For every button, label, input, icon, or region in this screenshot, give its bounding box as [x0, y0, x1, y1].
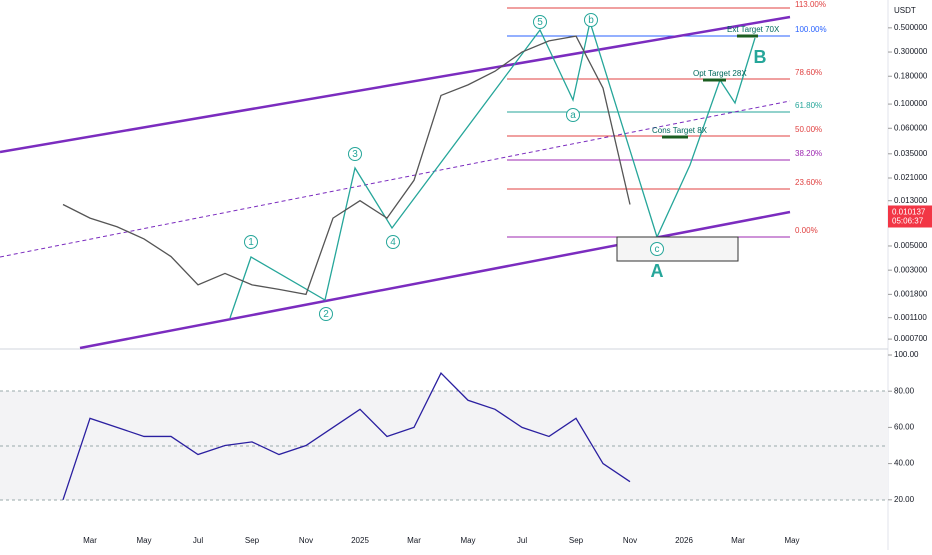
y-tick-label: 0.000700	[894, 334, 928, 343]
x-tick-label: Jul	[517, 536, 527, 545]
y-tick-label: 0.100000	[894, 99, 928, 108]
y-tick-label: 80.00	[894, 386, 915, 395]
wave-label: 1	[248, 237, 254, 248]
y-tick-label: 20.00	[894, 495, 915, 504]
y-tick-label: 0.300000	[894, 47, 928, 56]
y-tick-label: 0.180000	[894, 71, 928, 80]
wave-circle	[566, 108, 580, 122]
fib-label: 38.20%	[795, 149, 822, 158]
y-tick-label: 0.001800	[894, 289, 928, 298]
wave-circle	[584, 13, 598, 27]
y-tick-label: 0.003000	[894, 265, 928, 274]
fib-label: 0.00%	[795, 226, 818, 235]
wave-circle	[533, 15, 547, 29]
x-tick-label: Sep	[245, 536, 260, 545]
channel	[0, 15, 791, 350]
fib-label: 61.80%	[795, 101, 822, 110]
x-tick-label: Jul	[193, 536, 203, 545]
rsi-guides	[0, 390, 888, 501]
wave-label: a	[570, 110, 576, 121]
wave-label: 2	[323, 309, 329, 320]
x-tick-label: 2025	[351, 536, 369, 545]
target-label: Ext Target 70X	[727, 25, 780, 34]
wave-label: 5	[537, 17, 543, 28]
x-tick-label: Nov	[299, 536, 313, 545]
series-line	[62, 35, 631, 296]
target-box	[616, 236, 739, 262]
wave-circle	[650, 242, 664, 256]
last-price-box	[888, 205, 932, 228]
series-line	[62, 371, 631, 501]
target-label: Cons Target 8X	[652, 126, 708, 135]
y-tick-label: 0.060000	[894, 123, 928, 132]
x-tick-label: Mar	[731, 536, 745, 545]
fib-label: 50.00%	[795, 125, 822, 134]
target-label: Opt Target 28X	[693, 69, 747, 78]
fib-label: 23.60%	[795, 178, 822, 187]
x-tick-label: May	[460, 536, 475, 545]
wave-circle	[386, 235, 400, 249]
y-tick-label: 100.00	[894, 350, 919, 359]
wave-label: 3	[352, 149, 358, 160]
fib-label: 78.60%	[795, 68, 822, 77]
y-tick-label: 0.021000	[894, 173, 928, 182]
fib-label: 100.00%	[795, 25, 827, 34]
x-tick-label: Mar	[407, 536, 421, 545]
currency-label: USDT	[894, 6, 916, 15]
wave-label: B	[754, 47, 767, 67]
wave-path	[229, 19, 756, 319]
x-tick-label: Mar	[83, 536, 97, 545]
wave-label: c	[655, 244, 660, 255]
x-tick-label: May	[136, 536, 151, 545]
y-tick-label: 0.001100	[894, 313, 927, 322]
y-tick-label: 0.035000	[894, 149, 928, 158]
x-tick-label: Nov	[623, 536, 637, 545]
wave-circle	[244, 235, 258, 249]
fib-label: 113.00%	[795, 0, 826, 9]
wave-circle	[348, 147, 362, 161]
y-tick-label: 40.00	[894, 459, 915, 468]
countdown: 05:06:37	[892, 217, 924, 226]
y-tick-label: 0.005000	[894, 241, 928, 250]
wave-label: 4	[390, 237, 396, 248]
wave-label: b	[588, 15, 594, 26]
x-tick-label: Sep	[569, 536, 584, 545]
wave-circle	[319, 307, 333, 321]
y-tick-label: 0.013000	[894, 196, 928, 205]
y-tick-label: 60.00	[894, 423, 915, 432]
x-tick-label: May	[784, 536, 799, 545]
y-tick-label: 0.500000	[894, 23, 928, 32]
x-tick-label: 2026	[675, 536, 693, 545]
wave-label: A	[651, 261, 664, 281]
last-price-label: 0.010137	[892, 208, 926, 217]
